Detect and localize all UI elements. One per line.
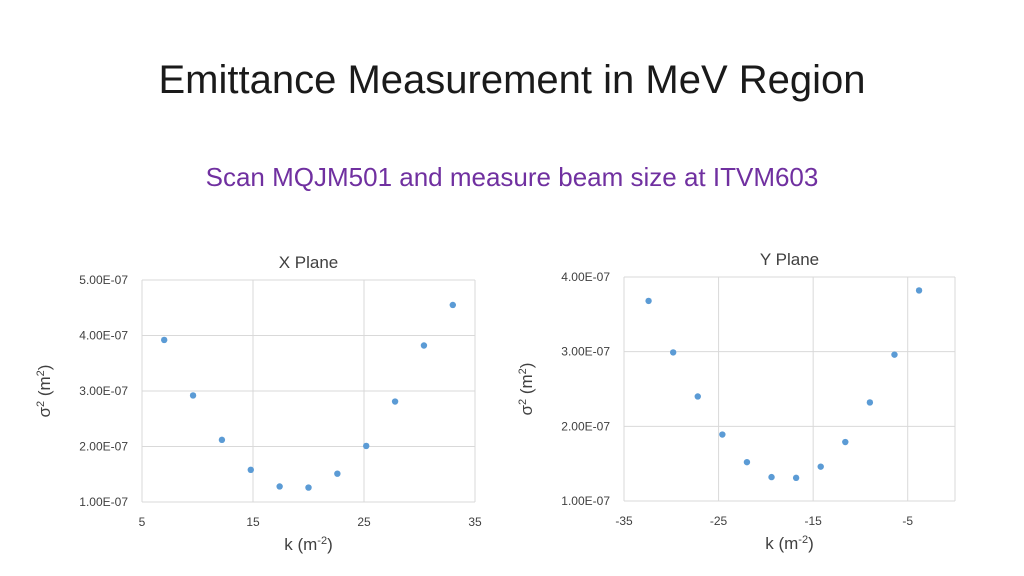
y-tick-label: 3.00E-07 <box>561 345 610 359</box>
y-axis-label: σ2 (m2) <box>35 365 54 418</box>
data-point <box>719 431 726 438</box>
data-point <box>391 398 399 405</box>
data-point <box>305 484 312 491</box>
x-tick-label: 15 <box>246 515 260 529</box>
data-point <box>276 483 283 490</box>
y-tick-label: 4.00E-07 <box>561 270 610 284</box>
x-tick-label: 25 <box>357 515 371 529</box>
data-point <box>842 438 849 446</box>
chart-title: X Plane <box>279 253 339 272</box>
y-tick-label: 4.00E-07 <box>79 329 128 343</box>
data-point <box>363 442 370 450</box>
x-axis-label: k (m-2) <box>765 534 814 553</box>
x-tick-label: -35 <box>615 514 633 528</box>
y-axis-label: σ2 (m2) <box>517 363 536 416</box>
data-point <box>915 287 923 294</box>
x-tick-label: 35 <box>468 515 482 529</box>
slide-subtitle: Scan MQJM501 and measure beam size at IT… <box>205 162 819 192</box>
x-axis-label: k (m-2) <box>284 535 333 554</box>
y-tick-label: 2.00E-07 <box>79 440 128 454</box>
data-point <box>743 458 751 466</box>
data-point <box>420 342 428 349</box>
y-tick-label: 2.00E-07 <box>561 419 610 433</box>
y-tick-label: 3.00E-07 <box>79 384 128 398</box>
data-point <box>218 436 226 444</box>
data-point <box>768 473 775 481</box>
chart-title: Y Plane <box>760 250 819 269</box>
data-point <box>334 470 341 477</box>
data-point <box>449 301 456 309</box>
x-tick-label: -5 <box>902 514 913 528</box>
x-tick-label: -15 <box>804 514 822 528</box>
x-tick-label: 5 <box>139 515 146 529</box>
y-tick-label: 1.00E-07 <box>561 494 610 508</box>
data-point <box>189 392 197 399</box>
y-tick-label: 1.00E-07 <box>79 495 128 509</box>
slide-title: Emittance Measurement in MeV Region <box>158 58 866 102</box>
data-point <box>161 336 168 344</box>
data-point <box>669 349 677 356</box>
y-plane-chart: Y Plane -35 -25 -15 -5 1.00E-07 2.00E-07 3.00E-… <box>517 250 956 553</box>
data-point <box>792 474 800 482</box>
x-tick-label: -25 <box>710 514 728 528</box>
data-point <box>645 297 652 305</box>
x-plane-chart: X Plane 5 15 25 35 1.00E-07 2.00E-07 3.00E-07 4.… <box>35 253 482 554</box>
y-tick-label: 5.00E-07 <box>79 273 128 287</box>
data-point <box>891 351 898 358</box>
data-point <box>694 393 701 400</box>
data-point <box>247 466 254 474</box>
data-point <box>817 463 824 470</box>
data-point <box>866 399 874 406</box>
